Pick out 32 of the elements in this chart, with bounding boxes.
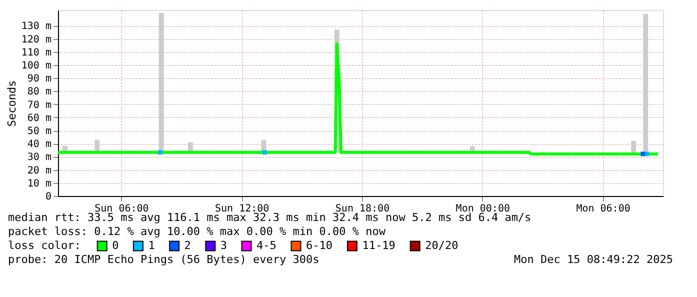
y-axis-title: Seconds xyxy=(5,80,18,127)
y-tick-label: 20 m xyxy=(27,165,52,176)
y-tick-label: 100 m xyxy=(21,60,52,72)
legend-label: 11-19 xyxy=(362,239,396,252)
text: median rtt: 33.5 ms avg 116.1 ms max 32.3 ms min 32.4 ms now 5.2 ms sd 6.4 am/s xyxy=(8,211,532,224)
y-tick-label: 0 xyxy=(45,192,52,202)
y-tick-label: 70 m xyxy=(27,100,52,111)
y-tick-label: 60 m xyxy=(27,112,52,124)
legend-label: 2 xyxy=(184,239,191,252)
legend-label: 4-5 xyxy=(256,239,276,252)
y-tick-label: 40 m xyxy=(27,139,52,150)
text: probe: 20 ICMP Echo Pings (56 Bytes) every 300s xyxy=(8,253,320,266)
legend-label: 20/20 xyxy=(425,239,458,252)
y-tick-label: 130 m xyxy=(21,21,52,32)
legend-label: 6-10 xyxy=(306,239,332,252)
text: Mon Dec 15 08:49:22 2025 xyxy=(514,253,673,266)
y-tick-label: 30 m xyxy=(27,152,52,164)
bar xyxy=(643,14,648,154)
y-tick-label: 120 m xyxy=(21,34,52,46)
y-tick-label: 50 m xyxy=(27,126,52,138)
legend-label: 3 xyxy=(220,239,228,252)
y-tick-label: 90 m xyxy=(27,74,52,85)
legend-label: 0 xyxy=(112,239,119,252)
y-tick-label: 10 m xyxy=(27,178,52,190)
bar xyxy=(158,12,164,152)
y-tick-label: 110 m xyxy=(21,47,52,58)
text: packet loss: 0.12 % avg 10.00 % max 0.00 % min 0.00 % now xyxy=(8,225,386,238)
y-tick-label: 80 m xyxy=(27,86,52,98)
legend-title: loss color: xyxy=(8,239,81,252)
x-tick-label: Mon 06:00 xyxy=(576,204,630,214)
line-series xyxy=(56,42,660,156)
legend-label: 1 xyxy=(148,239,155,252)
